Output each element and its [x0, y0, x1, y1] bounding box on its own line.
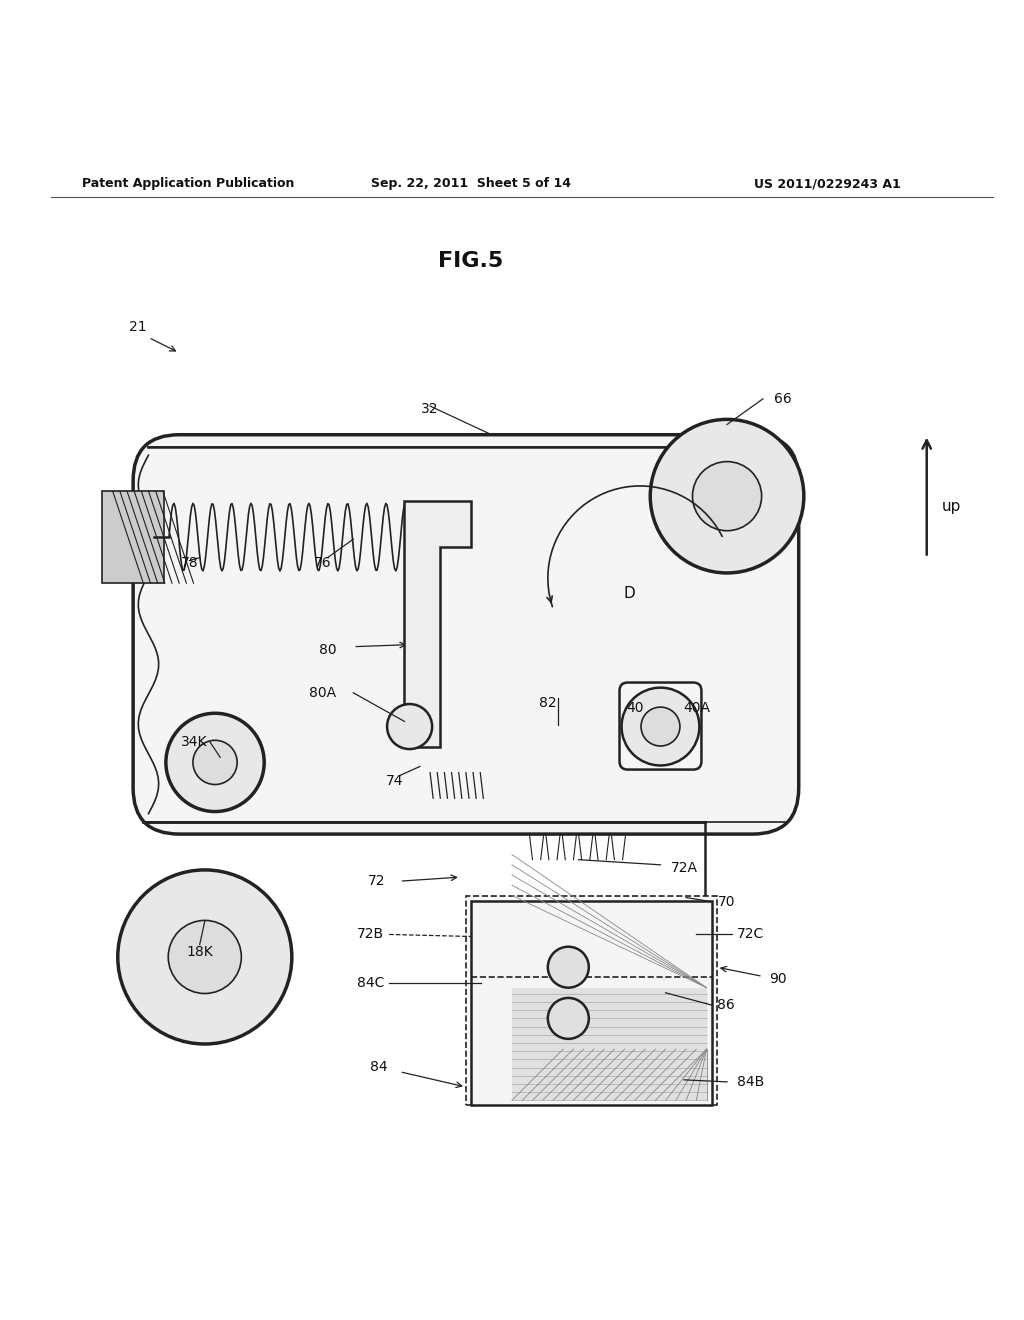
Text: 86: 86 [717, 998, 734, 1012]
Circle shape [193, 741, 238, 784]
Text: 70: 70 [718, 895, 736, 908]
Bar [102, 491, 164, 583]
Text: 32: 32 [421, 403, 439, 416]
Text: up: up [942, 499, 962, 513]
Text: 72A: 72A [671, 861, 697, 875]
Text: 74: 74 [385, 774, 403, 788]
Text: 78: 78 [180, 556, 199, 570]
Polygon shape [404, 502, 471, 747]
Text: 82: 82 [539, 696, 557, 710]
Text: 76: 76 [313, 556, 332, 570]
Text: 34K: 34K [181, 735, 208, 748]
Text: 80A: 80A [309, 686, 336, 700]
Text: 72C: 72C [737, 928, 765, 941]
Text: 21: 21 [129, 321, 147, 334]
Bar [471, 900, 712, 1105]
Text: FIG.5: FIG.5 [438, 251, 504, 271]
Text: 18K: 18K [186, 945, 213, 958]
Circle shape [641, 708, 680, 746]
Circle shape [387, 704, 432, 748]
Text: 80: 80 [318, 643, 337, 657]
Text: 40A: 40A [683, 701, 710, 715]
Text: 84: 84 [370, 1060, 388, 1073]
Text: 66: 66 [774, 392, 793, 405]
Text: 84C: 84C [356, 975, 384, 990]
FancyBboxPatch shape [133, 434, 799, 834]
Text: 40: 40 [626, 701, 644, 715]
Circle shape [650, 420, 804, 573]
Circle shape [118, 870, 292, 1044]
Circle shape [166, 713, 264, 812]
Circle shape [548, 946, 589, 987]
Text: Patent Application Publication: Patent Application Publication [82, 177, 294, 190]
Text: D: D [624, 586, 636, 601]
Circle shape [548, 998, 589, 1039]
Text: 84B: 84B [737, 1074, 765, 1089]
Text: Sep. 22, 2011  Sheet 5 of 14: Sep. 22, 2011 Sheet 5 of 14 [371, 177, 571, 190]
Circle shape [168, 920, 242, 994]
Bar [512, 987, 707, 1101]
Circle shape [692, 462, 762, 531]
Bar [466, 895, 717, 1105]
Text: 72: 72 [368, 874, 386, 888]
Text: 90: 90 [769, 973, 787, 986]
Text: 72B: 72B [357, 928, 384, 941]
Text: US 2011/0229243 A1: US 2011/0229243 A1 [755, 177, 901, 190]
Circle shape [622, 688, 699, 766]
